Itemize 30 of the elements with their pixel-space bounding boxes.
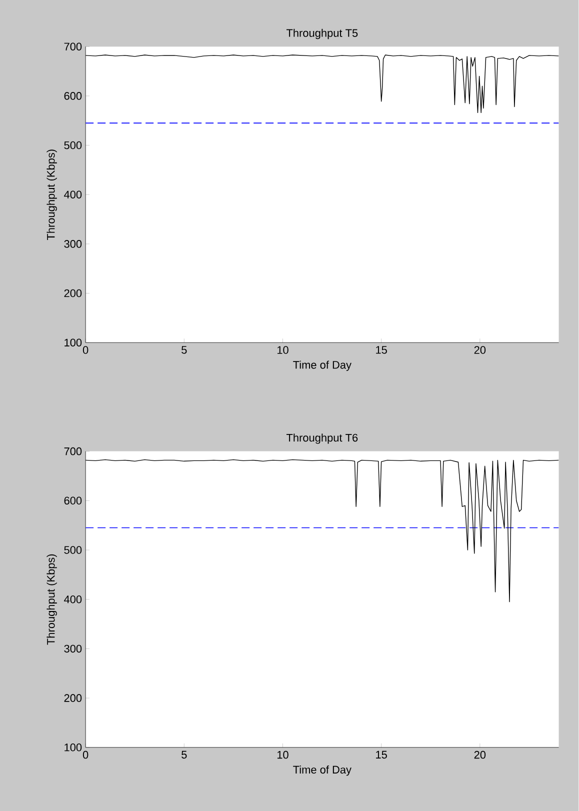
y-axis-title: Throughput (Kbps) [46,554,58,645]
y-axis-title: Throughput (Kbps) [46,150,58,240]
y-tick-label: 200 [64,289,82,298]
x-tick-label: 10 [278,750,289,759]
y-tick-label: 200 [64,694,82,702]
y-tick-label: 400 [64,595,82,604]
chart-title: Throughput T5 [286,28,358,40]
y-tick-label: 100 [64,338,82,346]
y-tick-label: 500 [64,546,82,554]
x-axis-title: Time of Day [293,766,352,776]
y-tick-label: 500 [64,141,82,150]
y-tick-label: 300 [64,240,82,248]
x-tick-label: 15 [376,346,388,354]
x-axis-title: Time of Day [293,360,352,371]
y-tick-label: 100 [64,744,82,752]
y-tick-label: 700 [64,447,82,456]
y-tick-label: 300 [64,644,82,653]
x-tick-label: 5 [182,750,187,759]
y-tick-label: 600 [64,496,82,505]
chart-title: Throughput T6 [286,434,358,444]
y-tick-label: 400 [64,190,82,198]
x-tick-label: 5 [182,346,187,354]
x-tick-label: 20 [474,346,486,354]
x-tick-label: 0 [83,346,88,354]
x-tick-label: 10 [278,346,289,354]
x-tick-label: 15 [376,750,388,759]
x-tick-label: 0 [83,750,88,759]
y-tick-label: 700 [64,42,82,50]
y-tick-label: 600 [64,92,82,100]
x-tick-label: 20 [474,750,486,759]
